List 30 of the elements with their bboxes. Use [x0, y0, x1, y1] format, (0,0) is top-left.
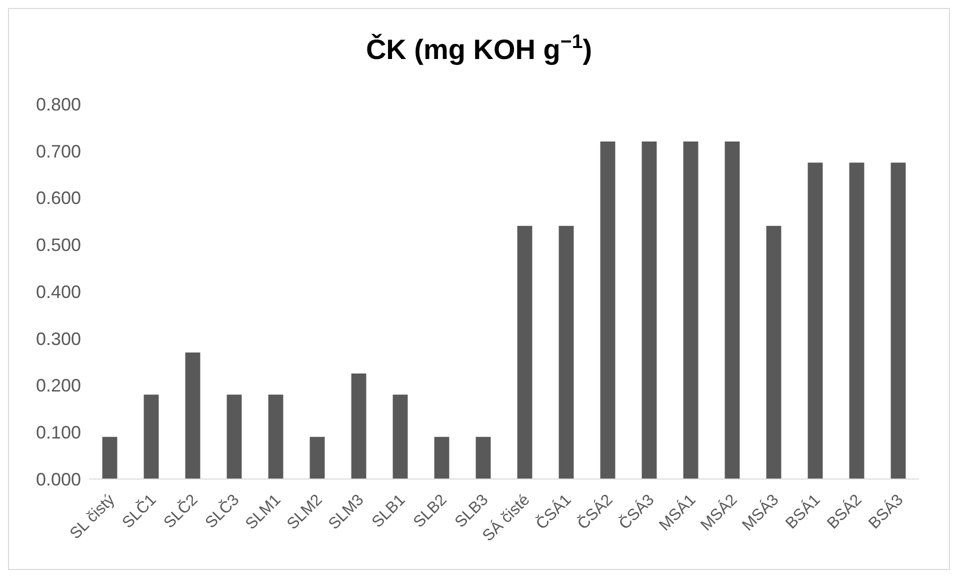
y-tick-label: 0.500: [36, 235, 81, 256]
y-tick-label: 0.800: [36, 94, 81, 114]
bar: [476, 436, 491, 479]
y-tick-label: 0.000: [36, 469, 81, 490]
bar: [890, 162, 906, 479]
y-tick-label: 0.700: [36, 141, 81, 162]
bar: [808, 162, 823, 479]
bar: [642, 142, 657, 479]
bar: [268, 394, 284, 479]
y-tick-label: 0.100: [36, 422, 81, 443]
y-tick-label: 0.600: [36, 188, 81, 208]
bar: [185, 352, 200, 479]
bar: [558, 226, 574, 479]
bar: [517, 226, 532, 479]
chart-title: ČK (mg KOH g$^{−1}$): [366, 31, 592, 65]
bar: [766, 226, 782, 479]
bar: [144, 394, 159, 479]
y-tick-label: 0.200: [36, 376, 81, 396]
bar: [392, 394, 408, 479]
bar: [849, 162, 864, 479]
y-tick-label: 0.400: [36, 282, 81, 302]
bar: [351, 374, 366, 479]
bar: [683, 142, 698, 479]
bar: [102, 436, 118, 479]
bar: [600, 142, 616, 479]
bar: [434, 436, 450, 479]
bar: [724, 142, 740, 479]
y-tick-label: 0.300: [36, 328, 81, 349]
bar: [226, 394, 242, 479]
bar: [310, 436, 325, 479]
